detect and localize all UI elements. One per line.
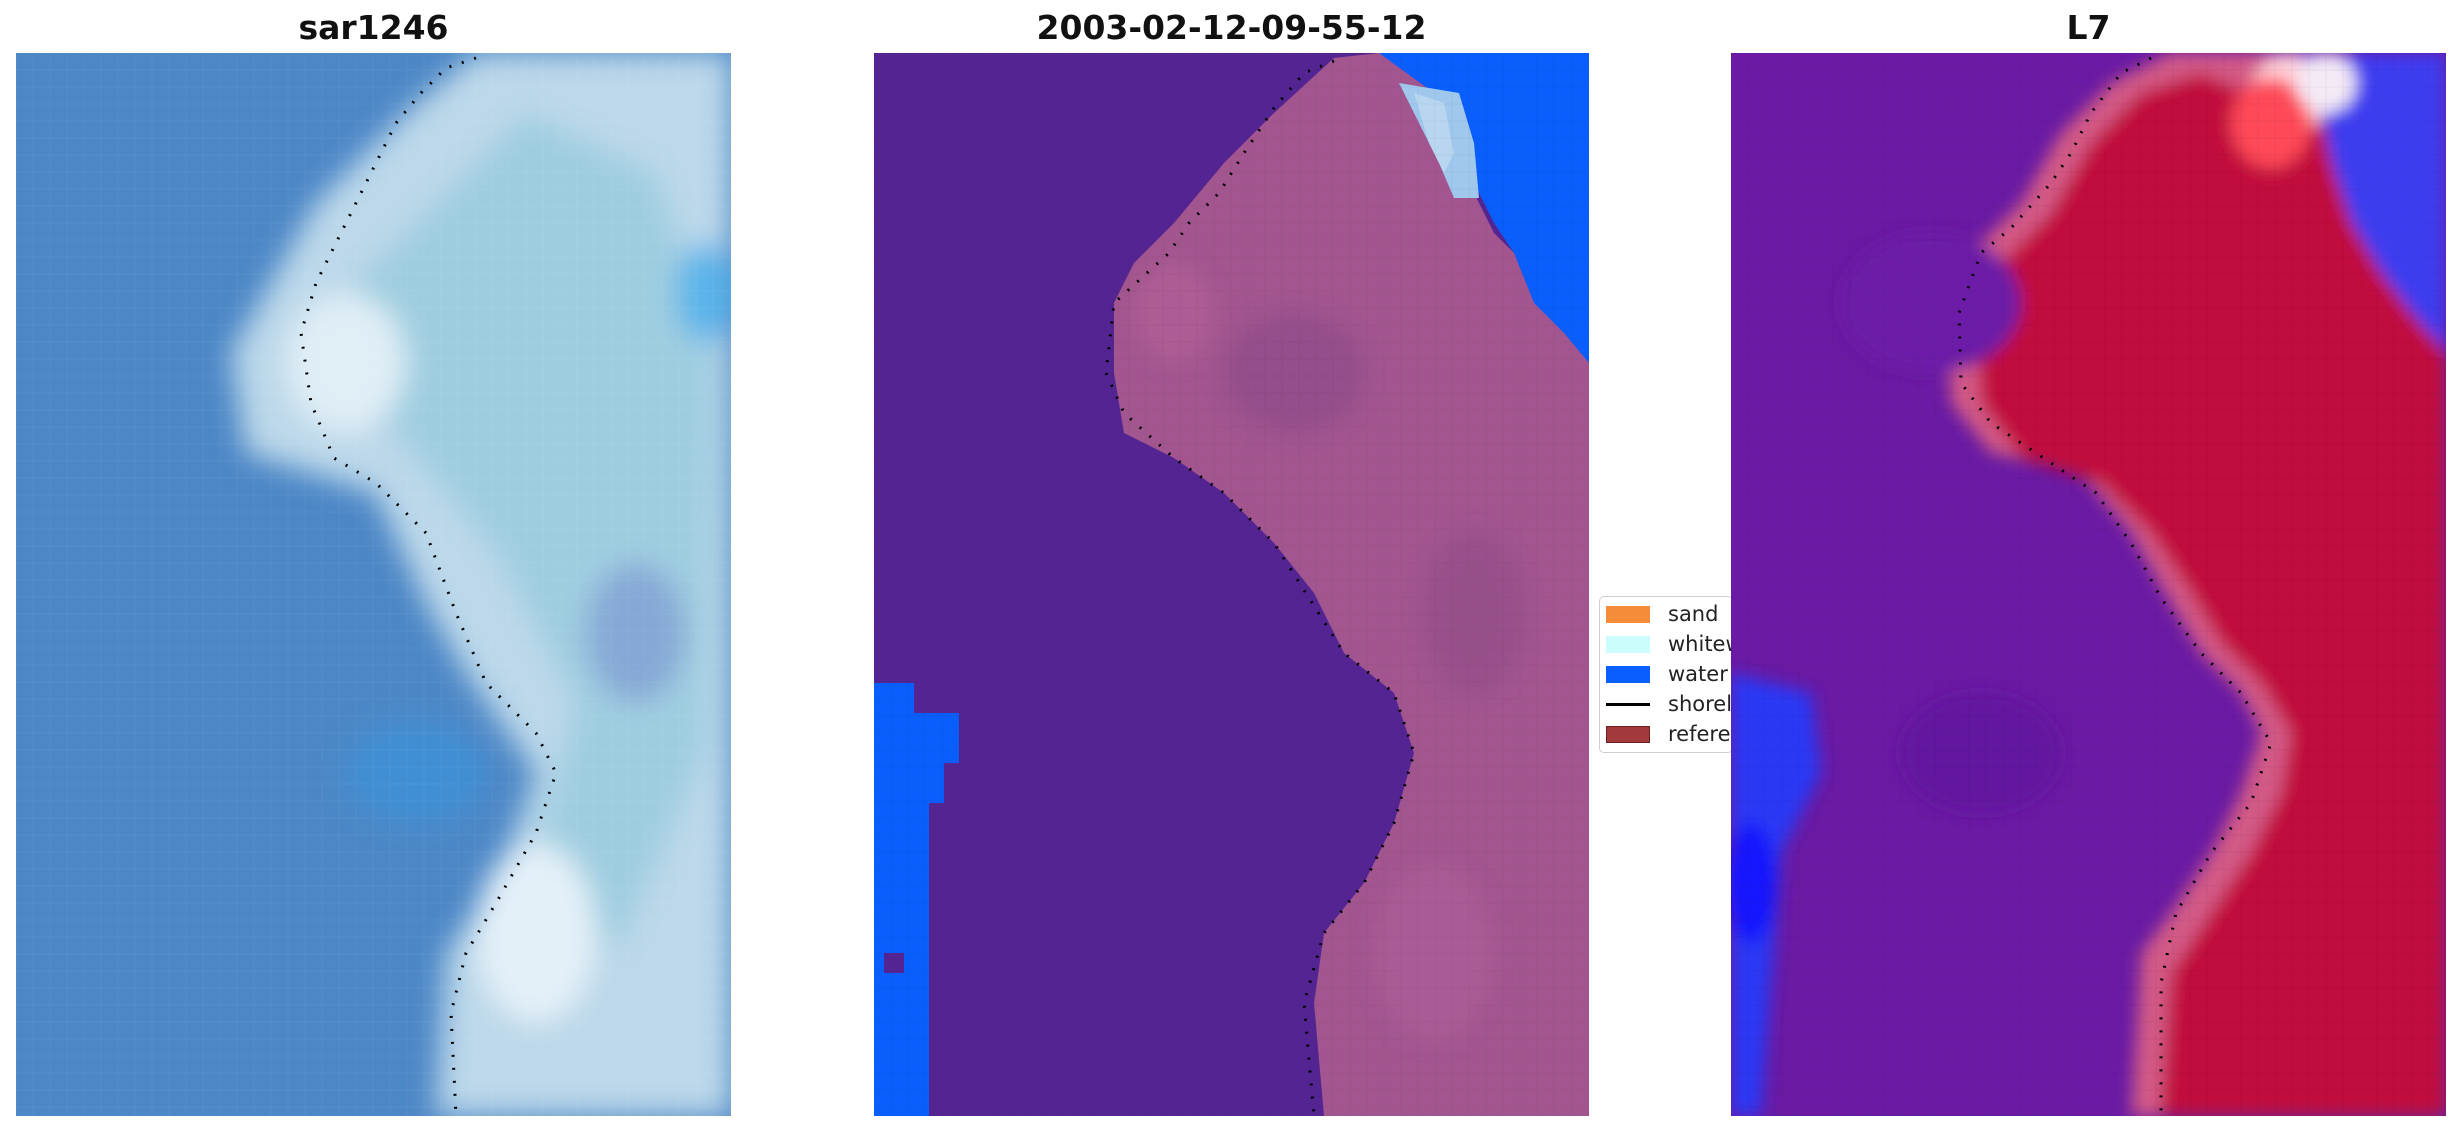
panel-title-rgb: sar1246 <box>298 8 449 47</box>
legend-label: reference shoreline <box>1668 722 1732 746</box>
index-image-panel <box>1731 53 2446 1116</box>
index-image <box>1731 53 2446 1116</box>
classified-image <box>874 53 1589 1116</box>
legend-swatch-water <box>1606 665 1650 683</box>
classified-image-panel <box>874 53 1589 1116</box>
rgb-image-panel <box>16 53 731 1116</box>
panel-title-classified: 2003-02-12-09-55-12 <box>1036 8 1427 47</box>
legend-swatch-sand <box>1606 605 1650 623</box>
panel-title-index: L7 <box>2066 8 2111 47</box>
rgb-image <box>16 53 731 1116</box>
legend-label: shoreline <box>1668 692 1733 716</box>
legend-label: water <box>1668 662 1728 686</box>
legend-item-shoreline: shoreline <box>1606 691 1733 717</box>
legend-item-water: water <box>1606 661 1728 687</box>
legend-swatch-reference <box>1606 725 1650 743</box>
legend-swatch-whitewater <box>1606 635 1650 653</box>
legend-label: sand <box>1668 602 1719 626</box>
legend-line-shoreline <box>1606 702 1650 706</box>
legend-item-sand: sand <box>1606 601 1718 627</box>
legend-item-reference-shoreline: reference shoreline <box>1606 721 1732 747</box>
